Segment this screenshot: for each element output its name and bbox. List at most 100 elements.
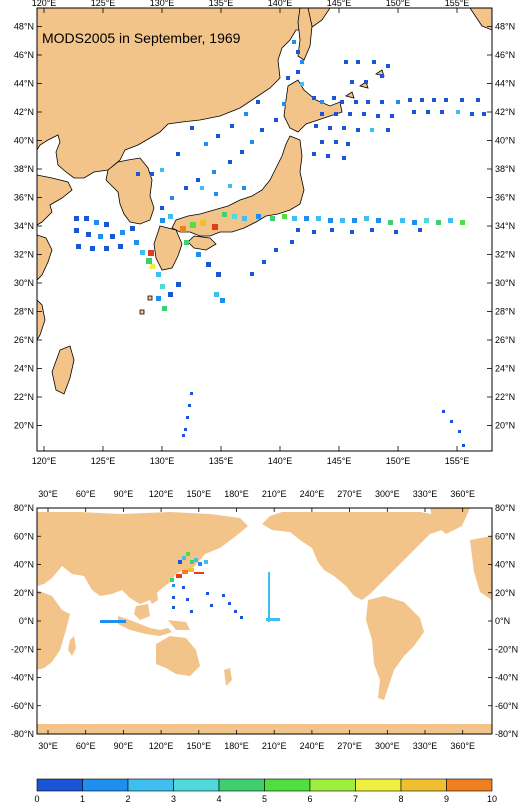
colorbar-swatch (264, 778, 311, 792)
colorbar-label: 9 (444, 794, 449, 804)
bottom-lat-label-right: 0°N (495, 616, 510, 626)
bottom-map: 30°E 30°E 60°E 60°E 90°E 90°E 120°E 120°E 150°E 1… (11, 489, 518, 751)
bottom-lat-label-left: -20°N (11, 644, 34, 654)
top-lon-label-bottom: 135°E (209, 456, 234, 466)
greenland (430, 508, 470, 534)
bottom-lat-label-left: 20°N (14, 588, 34, 598)
top-lat-label-right: 42°N (495, 107, 515, 117)
bottom-lat-label-right: -60°N (495, 701, 518, 711)
colorbar: 0 1 2 3 4 5 6 7 8 9 10 (34, 778, 497, 804)
colorbar-label: 6 (307, 794, 312, 804)
top-lon-label-top: 130°E (150, 0, 175, 8)
top-lon-label-bottom: 145°E (327, 456, 352, 466)
colorbar-label: 0 (34, 794, 39, 804)
new-guinea (168, 620, 190, 630)
bottom-lon-label-top: 240°E (300, 489, 325, 499)
bottom-lon-label-top: 180°E (224, 489, 249, 499)
bottom-lon-label-bottom: 240°E (300, 741, 325, 751)
bottom-lat-label-right: -20°N (495, 644, 518, 654)
bottom-lon-label-top: 60°E (76, 489, 96, 499)
bottom-lat-label-left: 0°N (19, 616, 34, 626)
colorbar-label: 10 (487, 794, 497, 804)
top-lat-label-left: 38°N (14, 164, 34, 174)
eurasia (37, 512, 248, 604)
colorbar-swatch (173, 778, 220, 792)
china-south-coast (37, 234, 53, 281)
bottom-lon-label-bottom: 270°E (337, 741, 362, 751)
bottom-lon-label-top: 90°E (114, 489, 134, 499)
top-lat-label-right: 38°N (495, 164, 515, 174)
top-lat-label-left: 48°N (14, 22, 34, 32)
top-lat-label-right: 44°N (495, 79, 515, 89)
top-lat-label-right: 30°N (495, 278, 515, 288)
top-lon-label-top: 120°E (32, 0, 57, 8)
taiwan (51, 345, 75, 395)
colorbar-label: 4 (216, 794, 221, 804)
bottom-lat-label-left: -80°N (11, 729, 34, 739)
colorbar-label: 2 (125, 794, 130, 804)
top-lat-label-left: 22°N (14, 392, 34, 402)
colorbar-label: 1 (80, 794, 85, 804)
bottom-lat-label-left: 40°N (14, 560, 34, 570)
bottom-lat-label-right: -80°N (495, 729, 518, 739)
hokkaido (283, 79, 343, 133)
top-map-axes: 120°E 120°E 125°E 125°E 130°E 130°E 135°E 135°E… (14, 0, 515, 466)
top-lat-label-right: 24°N (495, 364, 515, 374)
bottom-lon-label-bottom: 300°E (375, 741, 400, 751)
top-lat-label-right: 36°N (495, 193, 515, 203)
colorbar-label: 3 (171, 794, 176, 804)
bottom-lat-label-right: 20°N (495, 588, 515, 598)
top-lon-label-top: 125°E (91, 0, 116, 8)
north-america (262, 512, 455, 600)
indonesia (118, 616, 172, 636)
bottom-lon-label-top: 360°E (450, 489, 475, 499)
colorbar-swatch (400, 778, 447, 792)
top-map-frame (36, 7, 493, 452)
top-map-observations (74, 40, 486, 447)
colorbar-swatch (127, 778, 174, 792)
bottom-lat-label-right: 80°N (495, 503, 515, 513)
top-map-title-text: MODS2005 in September, 1969 (42, 30, 241, 46)
colorbar-swatch (218, 778, 265, 792)
top-lon-label-bottom: 125°E (91, 456, 116, 466)
bottom-lon-label-top: 30°E (38, 489, 58, 499)
colorbar-label: 5 (262, 794, 267, 804)
top-lat-label-left: 32°N (14, 250, 34, 260)
new-zealand (224, 668, 232, 686)
top-lon-label-bottom: 120°E (32, 456, 57, 466)
top-lat-label-left: 28°N (14, 307, 34, 317)
top-lat-label-left: 36°N (14, 193, 34, 203)
south-america (366, 596, 424, 700)
top-lat-label-left: 46°N (14, 50, 34, 60)
colorbar-swatch (36, 778, 83, 792)
australia (156, 636, 200, 676)
bottom-lon-label-top: 330°E (413, 489, 438, 499)
top-lat-label-right: 40°N (495, 136, 515, 146)
top-lat-label-right: 34°N (495, 221, 515, 231)
top-lat-label-left: 26°N (14, 335, 34, 345)
bottom-lat-label-left: -40°N (11, 673, 34, 683)
top-lon-label-bottom: 130°E (150, 456, 175, 466)
top-lon-label-bottom: 150°E (386, 456, 411, 466)
colorbar-label: 7 (353, 794, 358, 804)
bottom-lon-label-top: 270°E (337, 489, 362, 499)
africa (37, 590, 70, 670)
colorbar-swatch (355, 778, 402, 792)
bottom-lat-label-right: 60°N (495, 531, 515, 541)
top-lon-label-top: 145°E (327, 0, 352, 8)
colorbar-swatch (82, 778, 129, 792)
bottom-lat-label-left: 80°N (14, 503, 34, 513)
kamchatka (469, 8, 492, 31)
china-coast (37, 174, 73, 226)
bottom-lon-label-bottom: 360°E (450, 741, 475, 751)
bottom-map-observations (100, 552, 280, 623)
top-lat-label-left: 34°N (14, 221, 34, 231)
top-lat-label-right: 20°N (495, 421, 515, 431)
bottom-lat-label-right: -40°N (495, 673, 518, 683)
bottom-lat-label-left: 60°N (14, 531, 34, 541)
antarctica (37, 724, 492, 734)
bottom-lon-label-bottom: 330°E (413, 741, 438, 751)
colorbar-label: 8 (398, 794, 403, 804)
top-lat-label-right: 46°N (495, 50, 515, 60)
